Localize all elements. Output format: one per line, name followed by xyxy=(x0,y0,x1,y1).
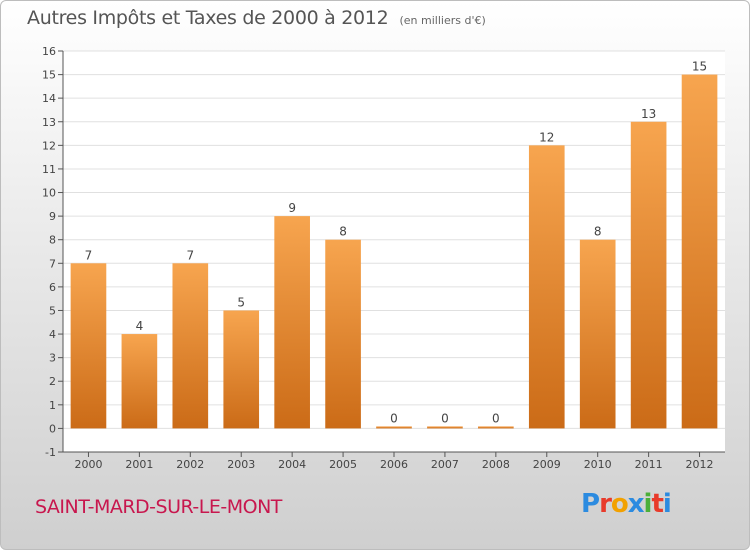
y-tick-label: 7 xyxy=(49,257,56,270)
logo-letter: P xyxy=(581,489,600,519)
bar-2010 xyxy=(579,239,616,429)
logo-letter: x xyxy=(627,489,645,519)
title-row: Autres Impôts et Taxes de 2000 à 2012 (e… xyxy=(27,7,486,29)
data-label-2012: 15 xyxy=(692,60,707,74)
bar-2001 xyxy=(121,334,158,429)
bar-2005 xyxy=(325,239,361,429)
x-tick-label: 2002 xyxy=(176,458,204,471)
x-tick-label: 2010 xyxy=(584,458,612,471)
bar-2011 xyxy=(630,121,667,429)
commune-name: SAINT-MARD-SUR-LE-MONT xyxy=(35,496,282,518)
y-tick-label: 3 xyxy=(49,352,56,365)
bar-2004 xyxy=(274,216,310,429)
data-label-2007: 0 xyxy=(441,411,449,425)
y-tick-label: 8 xyxy=(49,234,56,247)
bar-2008 xyxy=(478,426,514,429)
bar-2002 xyxy=(172,263,209,429)
x-tick-label: 2000 xyxy=(74,458,102,471)
data-label-2002: 7 xyxy=(186,248,194,262)
x-tick-label: 2008 xyxy=(482,458,510,471)
logo-letter: r xyxy=(599,489,612,519)
data-label-2001: 4 xyxy=(136,319,144,333)
y-tick-label: 16 xyxy=(42,45,56,58)
y-tick-label: 15 xyxy=(42,69,56,82)
x-tick-label: 2011 xyxy=(635,458,663,471)
data-label-2004: 9 xyxy=(288,201,296,215)
chart-subtitle: (en milliers d'€) xyxy=(399,14,486,27)
y-tick-label: 14 xyxy=(42,92,56,105)
y-tick-label: 12 xyxy=(42,139,56,152)
y-tick-label: 9 xyxy=(49,210,56,223)
data-label-2011: 13 xyxy=(641,107,656,121)
bar-2012 xyxy=(681,74,718,429)
logo-letter: o xyxy=(610,489,629,519)
y-tick-label: -1 xyxy=(45,446,56,459)
x-tick-label: 2012 xyxy=(686,458,714,471)
x-tick-label: 2003 xyxy=(227,458,255,471)
x-tick-label: 2007 xyxy=(431,458,459,471)
y-tick-label: 5 xyxy=(49,304,56,317)
y-tick-label: 11 xyxy=(42,163,56,176)
data-labels: 7 4 7 5 9 8 0 0 0 12 8 13 15 xyxy=(85,60,708,426)
bar-2009 xyxy=(528,145,565,429)
plot-area xyxy=(63,51,725,452)
bars xyxy=(70,74,718,429)
data-label-2008: 0 xyxy=(492,411,500,425)
y-tick-label: 2 xyxy=(49,375,56,388)
data-label-2003: 5 xyxy=(237,295,245,309)
data-label-2006: 0 xyxy=(390,411,398,425)
bar-2000 xyxy=(70,263,107,429)
x-tick-label: 2005 xyxy=(329,458,357,471)
data-label-2010: 8 xyxy=(594,225,602,239)
y-tick-label: 13 xyxy=(42,116,56,129)
x-tick-label: 2004 xyxy=(278,458,306,471)
x-tick-labels: 2000 2001 2002 2003 2004 2005 2006 2007 2008 2009… xyxy=(74,458,713,471)
y-tick-label: 4 xyxy=(49,328,56,341)
y-tick-label: 1 xyxy=(49,399,56,412)
chart-title: Autres Impôts et Taxes de 2000 à 2012 xyxy=(27,7,389,29)
bar-2007 xyxy=(427,426,463,429)
y-tick-label: 0 xyxy=(49,422,56,435)
logo-letter: t xyxy=(651,489,663,519)
logo-letter: i xyxy=(662,489,672,519)
data-label-2000: 7 xyxy=(85,248,93,262)
y-tick-label: 6 xyxy=(49,281,56,294)
axes xyxy=(58,50,725,457)
logo-letter: i xyxy=(643,489,653,519)
x-tick-label: 2006 xyxy=(380,458,408,471)
x-tick-label: 2009 xyxy=(533,458,561,471)
x-tick-label: 2001 xyxy=(125,458,153,471)
data-label-2009: 12 xyxy=(539,130,554,144)
data-label-2005: 8 xyxy=(339,225,347,239)
proxiti-logo: Proxiti xyxy=(581,489,672,519)
y-tick-label: 10 xyxy=(42,187,56,200)
bar-2003 xyxy=(223,310,260,429)
bar-2006 xyxy=(376,426,412,429)
